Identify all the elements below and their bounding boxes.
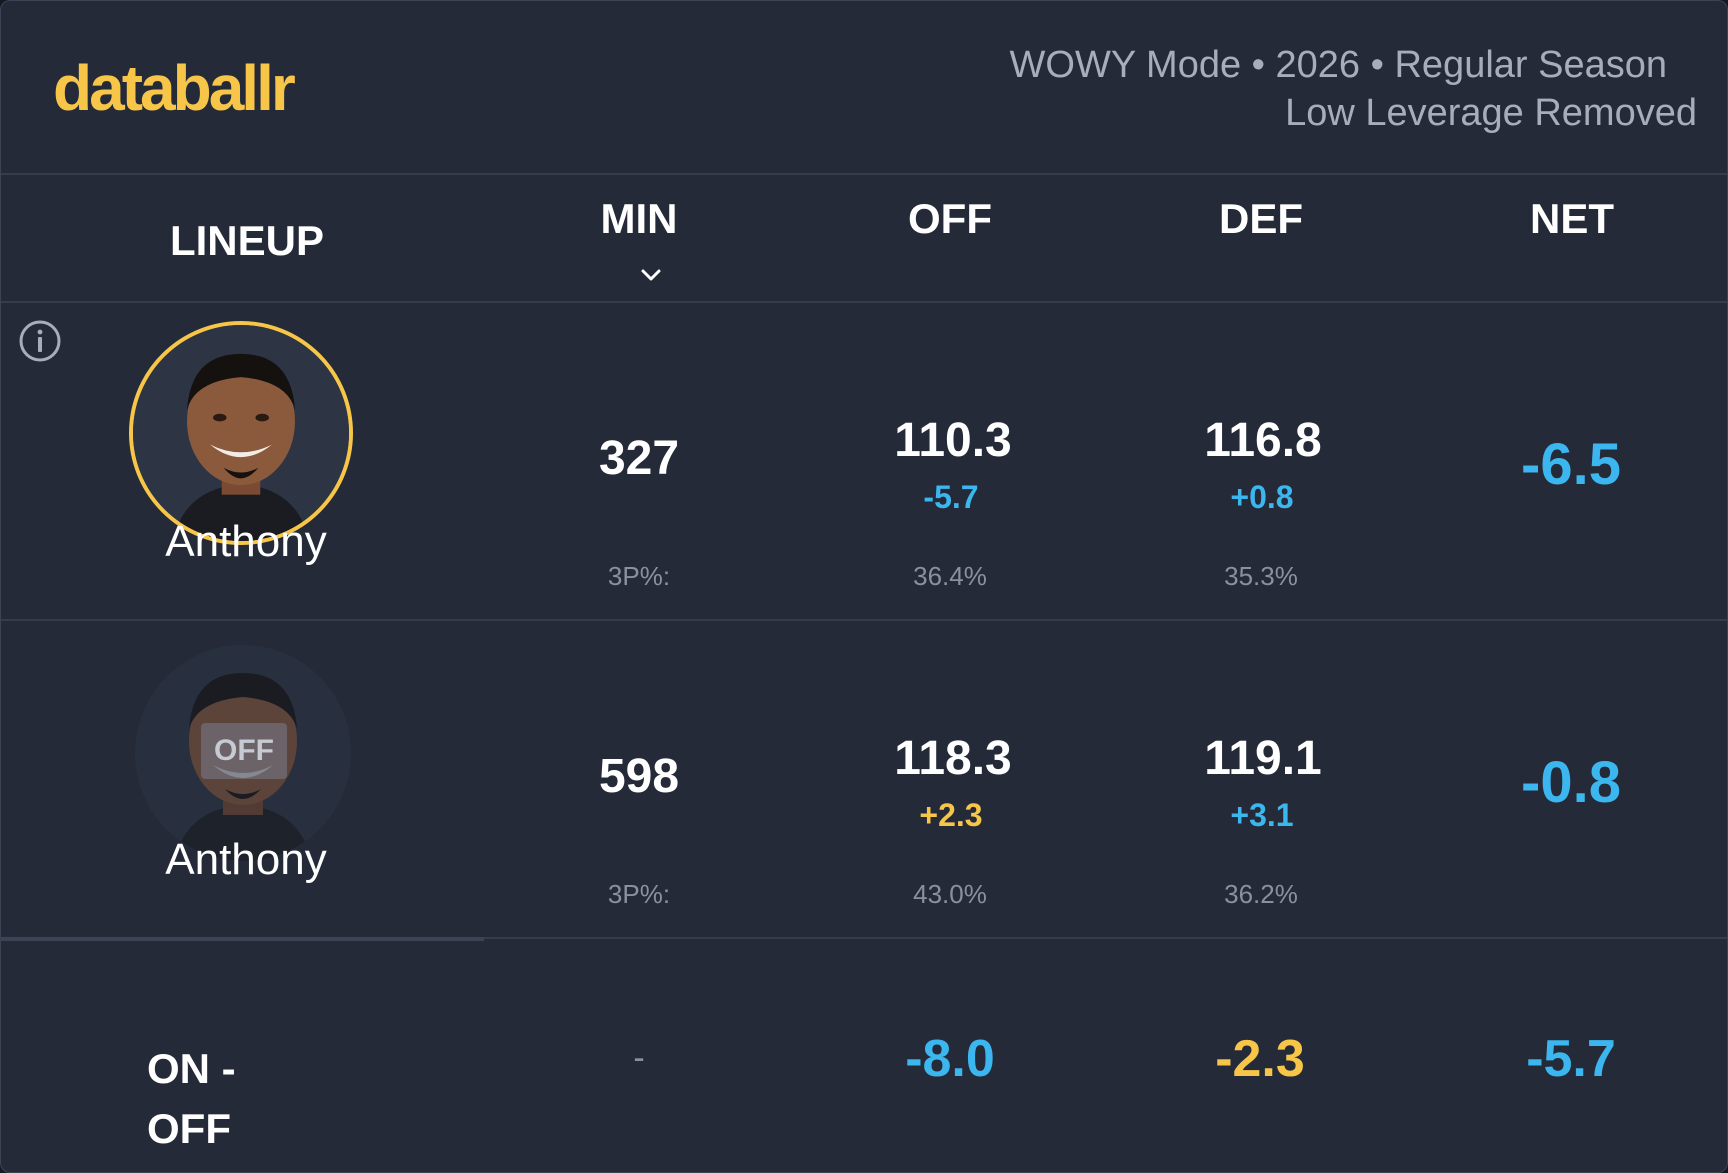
off-3p-value: 36.4%: [913, 561, 987, 591]
on-off-label: ON - OFF: [147, 1039, 287, 1159]
def-delta: +0.8: [1230, 479, 1294, 515]
def-diff: -2.3: [1215, 1030, 1305, 1088]
off-delta: -5.7: [923, 479, 979, 515]
player-name: Anthony: [165, 517, 327, 566]
on-off-label-line1: ON -: [147, 1045, 236, 1092]
threep-label: 3P%:: [607, 879, 671, 909]
mode-line: WOWY Mode • 2026 • Regular Season: [1009, 44, 1667, 86]
net-header[interactable]: NET: [1530, 195, 1614, 242]
net-rating: -6.5: [1521, 432, 1621, 497]
def-rating: 119.1: [1204, 732, 1322, 785]
card-header: databallr WOWY Mode • 2026 • Regular Sea…: [1, 1, 1727, 175]
leverage-line: Low Leverage Removed: [1285, 92, 1697, 134]
off-delta: +2.3: [919, 797, 983, 833]
player-photo-icon: [133, 325, 349, 541]
min-value: 327: [598, 432, 680, 485]
min-diff: -: [633, 1039, 645, 1077]
lineup-header: LINEUP: [169, 217, 324, 264]
on-off-row: ON - OFF - -8.0 -2.3 -5.7: [1, 939, 1727, 1172]
table-row-on: Anthony 327 3P%: 110.3 -5.7 36.4% 116.8 …: [1, 303, 1727, 621]
min-header[interactable]: MIN: [600, 195, 678, 242]
off-header[interactable]: OFF: [908, 195, 992, 242]
column-headers: LINEUP MIN OFF DEF NET: [1, 175, 1727, 303]
def-rating: 116.8: [1204, 414, 1322, 467]
databallr-logo[interactable]: databallr: [53, 52, 296, 124]
def-delta: +3.1: [1230, 797, 1294, 833]
threep-label: 3P%:: [607, 561, 671, 591]
player-avatar[interactable]: [129, 321, 353, 545]
mode-info: WOWY Mode • 2026 • Regular Season Low Le…: [1010, 41, 1697, 137]
off-3p-value: 43.0%: [913, 879, 987, 909]
net-rating: -0.8: [1521, 750, 1621, 815]
on-off-label-line2: OFF: [147, 1105, 231, 1152]
player-name: Anthony: [165, 835, 327, 884]
off-diff: -8.0: [905, 1030, 995, 1088]
def-header[interactable]: DEF: [1219, 195, 1303, 242]
table-row-off: OFF Anthony 598 3P%: 118.3 +2.3 43.0% 11…: [1, 621, 1727, 939]
chevron-down-icon[interactable]: [639, 263, 663, 287]
info-icon[interactable]: [18, 319, 62, 363]
min-value: 598: [598, 750, 680, 803]
off-rating: 110.3: [894, 414, 1012, 467]
lineup-divider-accent: [1, 937, 484, 941]
def-3p-value: 36.2%: [1224, 879, 1298, 909]
off-badge: OFF: [201, 723, 287, 779]
off-rating: 118.3: [894, 732, 1012, 785]
def-3p-value: 35.3%: [1224, 561, 1298, 591]
net-diff: -5.7: [1526, 1030, 1616, 1088]
